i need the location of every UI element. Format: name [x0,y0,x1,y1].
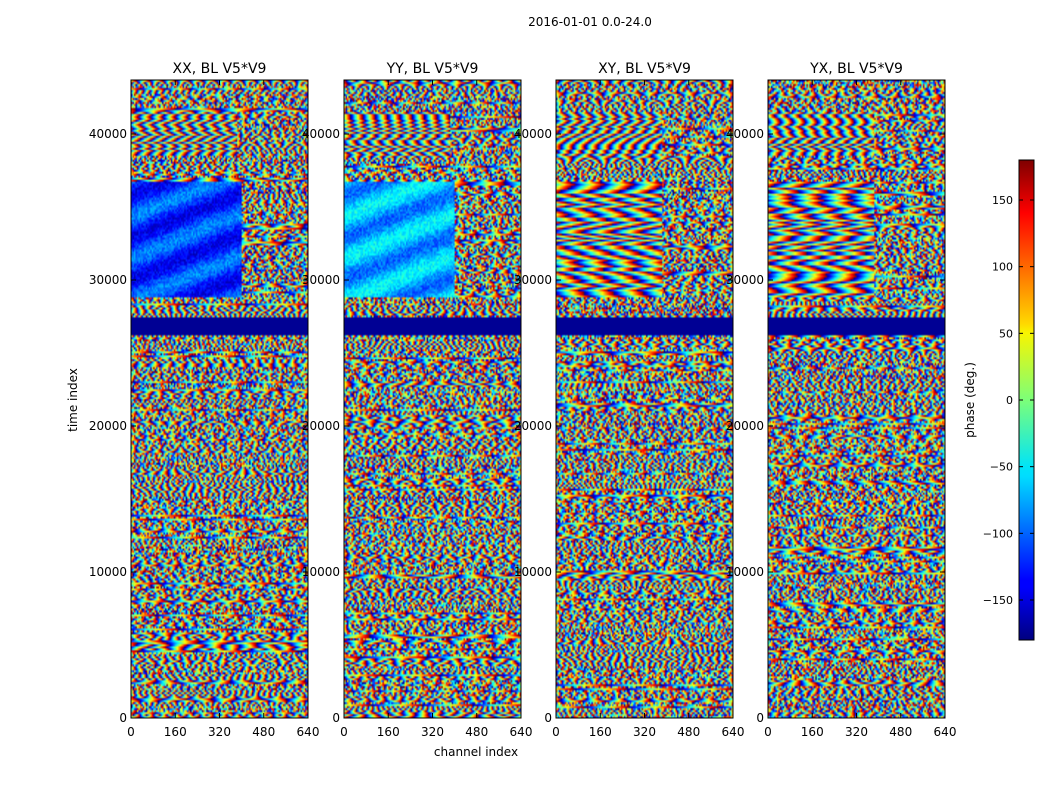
colorbar-tick-label: −150 [983,594,1013,607]
y-tick-label: 30000 [514,273,552,287]
panel-title: YX, BL V5*V9 [809,61,903,77]
y-tick-label: 40000 [302,127,340,141]
y-tick-label: 30000 [302,273,340,287]
y-tick-label: 40000 [89,127,127,141]
phase-image-xy [556,80,733,718]
panel-yy: YY, BL V5*V9 0 160 320 480 640 0 10000 20000 3000… [302,61,533,739]
colorbar-tick-label: 150 [992,194,1013,207]
colorbar-tick-label: −100 [983,527,1013,540]
x-tick-label: 160 [164,725,187,739]
x-tick-label: 320 [845,725,868,739]
colorbar-label: phase (deg.) [963,362,977,438]
x-tick-label: 480 [465,725,488,739]
y-tick-label: 0 [756,711,764,725]
x-tick-label: 480 [677,725,700,739]
colorbar-tick-label: 100 [992,261,1013,274]
x-tick-label: 640 [722,725,745,739]
x-tick-label: 320 [633,725,656,739]
y-tick-label: 0 [119,711,127,725]
panel-yx: YX, BL V5*V9 0 160 320 480 640 0 10000 20000 3000… [726,61,957,739]
y-tick-label: 20000 [89,419,127,433]
x-tick-label: 480 [889,725,912,739]
panel-xx: XX, BL V5*V9 0 160 320 480 640 0 10000 20000 3000… [89,61,320,739]
x-tick-label: 640 [297,725,320,739]
figure-suptitle: 2016-01-01 0.0-24.0 [528,15,652,29]
y-tick-label: 0 [544,711,552,725]
y-tick-label: 20000 [302,419,340,433]
x-tick-label: 0 [764,725,772,739]
y-tick-label: 40000 [726,127,764,141]
y-tick-label: 10000 [89,565,127,579]
panel-xy: XY, BL V5*V9 0 160 320 480 640 0 10000 20000 3000… [514,61,745,739]
panels-layer: XX, BL V5*V9 0 160 320 480 640 0 10000 20000 3000… [89,61,957,739]
x-tick-label: 640 [934,725,957,739]
colorbar-tick-label: 0 [1006,394,1013,407]
colorbar: −150 −100 −50 0 50 100 150 phase (deg.) [963,159,1035,641]
phase-image-yx [768,80,945,718]
x-tick-label: 0 [552,725,560,739]
colorbar-tick-label: −50 [990,461,1013,474]
x-tick-label: 480 [252,725,275,739]
colorbar-tick-label: 50 [999,327,1013,340]
y-tick-label: 10000 [514,565,552,579]
x-axis-label: channel index [434,745,518,759]
panel-title: XY, BL V5*V9 [598,61,691,77]
panel-title: XX, BL V5*V9 [173,61,267,77]
colorbar-ticks: −150 −100 −50 0 50 100 150 [983,194,1034,607]
x-tick-label: 0 [127,725,135,739]
x-tick-label: 160 [589,725,612,739]
y-tick-label: 20000 [726,419,764,433]
x-tick-label: 0 [340,725,348,739]
x-tick-label: 160 [801,725,824,739]
y-tick-label: 0 [332,711,340,725]
x-tick-label: 640 [510,725,533,739]
y-tick-label: 40000 [514,127,552,141]
y-tick-label: 20000 [514,419,552,433]
y-axis-label: time index [66,368,80,432]
y-tick-label: 10000 [302,565,340,579]
phase-image-yy [344,80,521,718]
x-tick-label: 320 [421,725,444,739]
panel-title: YY, BL V5*V9 [386,61,479,77]
phase-image-xx [131,80,308,718]
x-tick-label: 160 [377,725,400,739]
x-tick-label: 320 [208,725,231,739]
y-tick-label: 10000 [726,565,764,579]
y-tick-label: 30000 [726,273,764,287]
y-tick-label: 30000 [89,273,127,287]
